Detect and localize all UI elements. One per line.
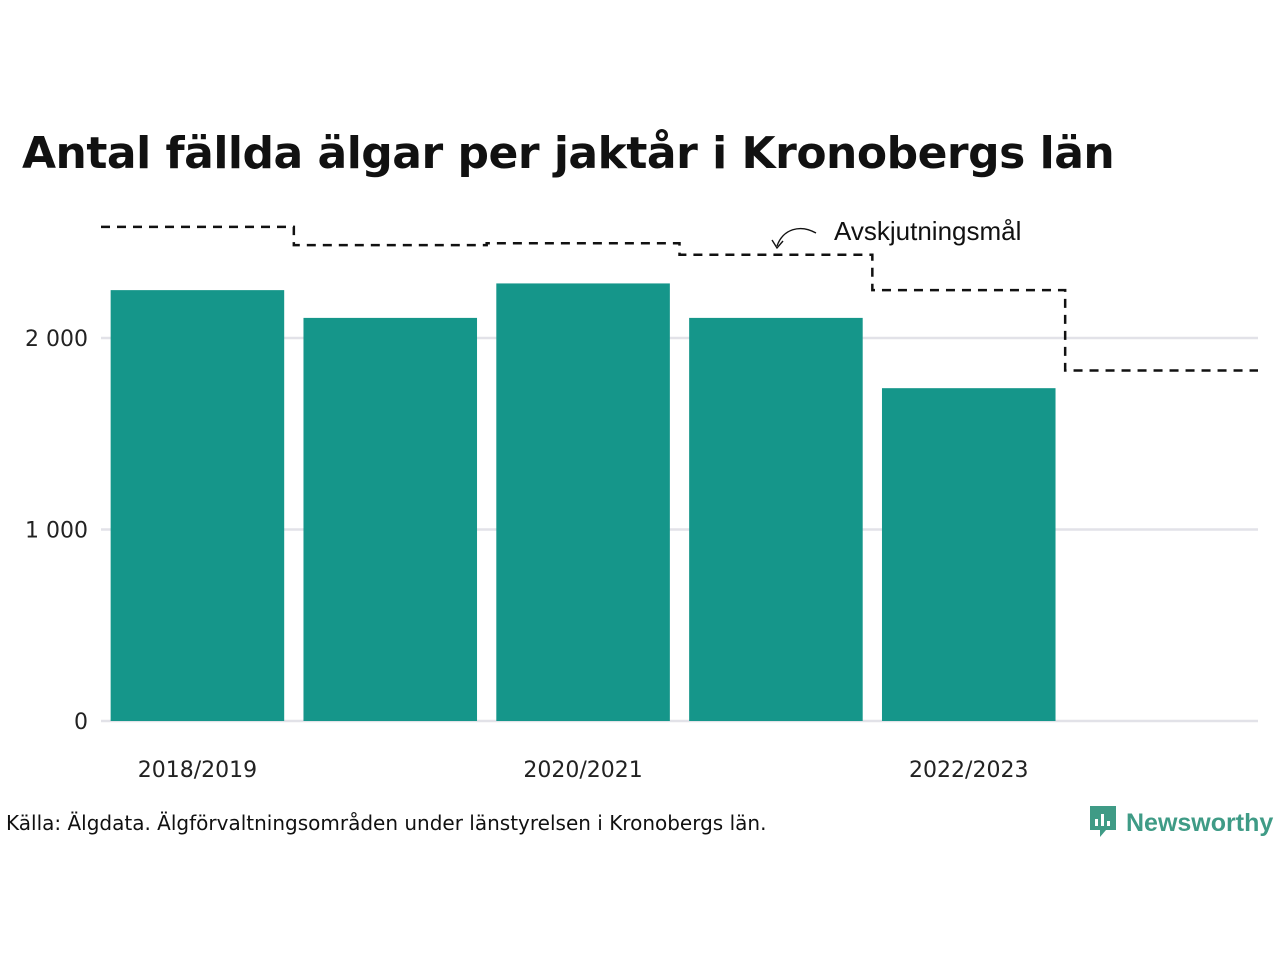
target-annotation: Avskjutningsmål bbox=[771, 216, 1021, 250]
target-line bbox=[101, 225, 1258, 372]
bars bbox=[110, 283, 1056, 721]
newsworthy-logo-icon bbox=[1088, 804, 1118, 842]
y-tick-label: 1 000 bbox=[25, 519, 88, 544]
bar-2022-2023 bbox=[881, 388, 1056, 721]
annotation-arrow bbox=[776, 227, 817, 247]
chart-title: Antal fällda älgar per jaktår i Kronober… bbox=[22, 128, 1115, 179]
brand-name: Newsworthy bbox=[1126, 808, 1274, 837]
y-axis-ticks: 0 1 000 2 000 bbox=[25, 327, 88, 735]
target-step-line bbox=[101, 225, 1258, 372]
annotation-arrowhead bbox=[771, 239, 784, 250]
target-line-label: Avskjutningsmål bbox=[834, 216, 1021, 246]
source-note: Källa: Älgdata. Älgförvaltningsområden u… bbox=[6, 811, 767, 835]
bar-2019-2020 bbox=[303, 317, 478, 721]
x-axis-ticks: 2018/2019 2020/2021 2022/2023 bbox=[138, 758, 1029, 783]
x-tick-label: 2018/2019 bbox=[138, 758, 257, 783]
bar-2018-2019 bbox=[110, 290, 285, 721]
y-tick-label: 2 000 bbox=[25, 327, 88, 352]
x-tick-label: 2020/2021 bbox=[523, 758, 642, 783]
bar-2020-2021 bbox=[496, 283, 670, 721]
bar-2021-2022 bbox=[689, 317, 863, 721]
y-tick-label: 0 bbox=[74, 710, 88, 735]
x-tick-label: 2022/2023 bbox=[909, 758, 1028, 783]
brand: Newsworthy bbox=[1088, 804, 1273, 842]
